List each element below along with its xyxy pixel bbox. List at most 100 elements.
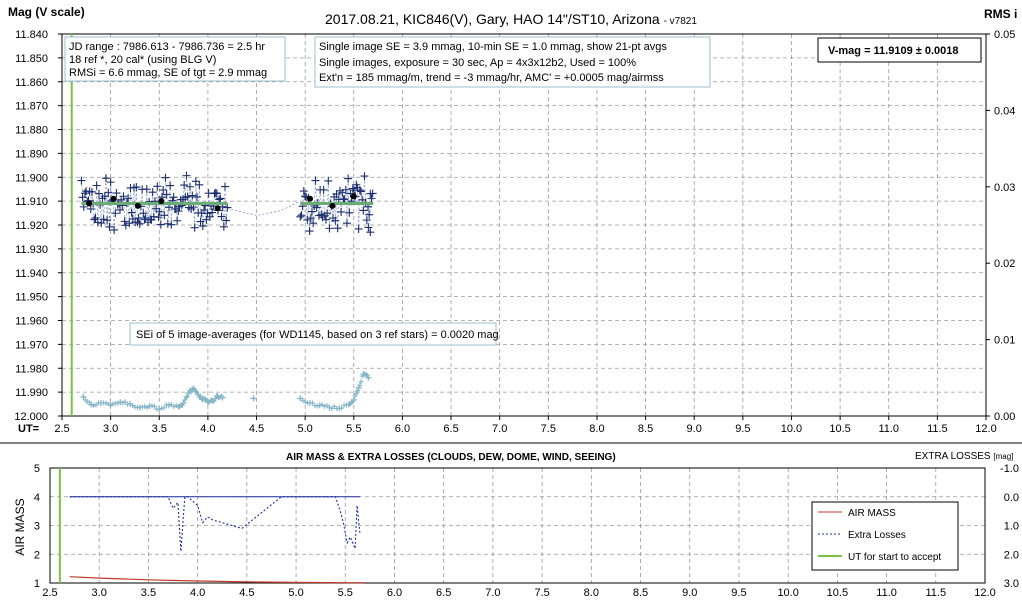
measurement-point [297, 211, 306, 220]
measurement-point [191, 177, 200, 186]
top-y2-axis-label: RMS i [984, 7, 1017, 21]
rms-point [164, 402, 170, 408]
air-mass-line [69, 576, 365, 584]
rms-point [314, 403, 320, 409]
measurement-point [115, 205, 124, 214]
top-x-tick-label: 6.5 [443, 423, 458, 435]
rms-point [154, 406, 160, 412]
measurement-point [156, 220, 165, 229]
measurement-point [86, 204, 95, 213]
top-y-tick-label: 11.940 [15, 268, 48, 280]
top-x-tick-label: 3.0 [103, 423, 118, 435]
average-point [307, 195, 314, 202]
measurement-point [324, 176, 333, 185]
info-box-2-line-1: Single image SE = 3.9 mmag, 10-min SE = … [319, 41, 667, 53]
top-y2-tick-labels: 0.05 0.04 0.03 0.02 0.01 0.00 [986, 29, 1015, 423]
top-y-tick-label: 11.960 [15, 316, 48, 328]
measurement-point [106, 178, 115, 187]
measurement-point [91, 213, 100, 222]
bottom-x-tick-label: 3.0 [92, 587, 107, 599]
bottom-x-tick-label: 5.5 [338, 587, 353, 599]
rms-point [350, 399, 356, 405]
measurement-point [332, 190, 341, 199]
rms-point [144, 405, 150, 411]
bottom-y-tick-label: 5 [34, 463, 40, 475]
average-point [110, 195, 117, 202]
top-y-tick-label: 11.990 [15, 387, 48, 399]
rms-point [339, 405, 345, 411]
rms-point [218, 393, 224, 399]
rms-point [171, 404, 177, 410]
measurement-point [161, 173, 170, 182]
measurement-point [321, 215, 330, 224]
info-box-1 [64, 36, 286, 82]
top-x-tick-labels: 2.5 3.0 3.5 4.0 4.5 5.0 5.5 6.0 6.5 7.0 7.5 8.0 8.5 9… [54, 416, 997, 435]
measurement-point [134, 214, 143, 223]
top-x-tick-label: 5.5 [346, 423, 361, 435]
measurement-point [359, 206, 368, 215]
rms-point [149, 403, 155, 409]
top-y2-tick-label: 0.00 [994, 411, 1015, 423]
measurement-point [216, 194, 225, 203]
measurement-point [110, 225, 119, 234]
rms-point [343, 402, 349, 408]
rms-point [86, 399, 92, 405]
bottom-y2-tick-labels: -1.0 0.0 1.0 2.0 3.0 [1000, 463, 1019, 590]
measurement-point [80, 189, 89, 198]
measurement-point [348, 184, 357, 193]
measurement-point [169, 193, 178, 202]
top-y2-tick-label: 0.01 [994, 335, 1015, 347]
rms-point [95, 400, 101, 406]
rms-point [364, 372, 370, 378]
measurement-point [87, 187, 96, 196]
rms-point [194, 389, 200, 395]
measurement-point [93, 218, 102, 227]
measurement-point [331, 216, 340, 225]
measurement-point [104, 188, 113, 197]
measurement-point [127, 208, 136, 217]
rms-point [161, 405, 167, 411]
measurement-point [325, 224, 334, 233]
measurement-point [364, 223, 373, 232]
rms-point [309, 400, 315, 406]
bottom-x-tick-label: 3.5 [141, 587, 156, 599]
rms-point [184, 394, 190, 400]
measurement-point [142, 185, 151, 194]
rms-point [103, 400, 109, 406]
top-x-tick-label: 2.5 [54, 423, 69, 435]
measurement-point [300, 192, 309, 201]
average-point [134, 202, 141, 209]
measurement-point [188, 191, 197, 200]
top-x-tick-label: 7.0 [492, 423, 507, 435]
rms-point [305, 400, 311, 406]
bottom-y-tick-label: 3 [34, 521, 40, 533]
top-x-tick-label: 10.0 [781, 423, 802, 435]
rms-point [115, 400, 121, 406]
bottom-x-tick-label: 9.5 [731, 587, 746, 599]
measurement-point [135, 219, 144, 228]
rms-point [142, 403, 148, 409]
rms-point [80, 393, 87, 400]
bottom-x-tick-label: 10.5 [827, 587, 848, 599]
measurement-point [92, 181, 101, 190]
bottom-x-tick-label: 11.5 [925, 587, 946, 599]
rms-point [105, 401, 111, 407]
measurement-point [356, 187, 365, 196]
bottom-y2-tick-label: 0.0 [1004, 492, 1019, 504]
top-y2-tick-label: 0.04 [994, 105, 1015, 117]
top-y2-tick-label: 0.05 [994, 29, 1015, 41]
info-box-2 [314, 36, 711, 88]
measurement-point [94, 189, 103, 198]
measurement-point [154, 213, 163, 222]
bottom-x-tick-label: 4.0 [190, 587, 205, 599]
top-y-tick-label: 11.840 [15, 29, 48, 41]
rms-point [188, 389, 194, 395]
top-y-tick-label: 11.850 [15, 53, 48, 65]
info-box-1-line-2: 18 ref *, 20 cal* (using BLG V) [69, 54, 216, 66]
measurement-point [160, 211, 169, 220]
measurement-point [340, 195, 349, 204]
legend-box [811, 501, 959, 571]
bottom-x-tick-label: 7.5 [534, 587, 549, 599]
measurement-point [303, 215, 312, 224]
